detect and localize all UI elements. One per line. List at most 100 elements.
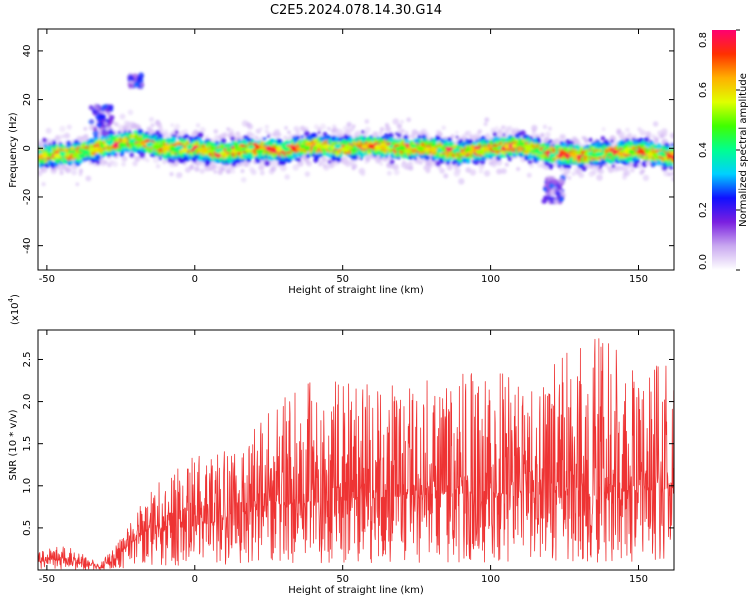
heatmap-haze-dot [629,167,635,173]
heatmap-band-dot [351,154,358,161]
heatmap-haze-dot [624,127,630,133]
heatmap-haze-dot [559,133,566,141]
heatmap-haze-dot [41,182,46,187]
heatmap-band-dot [519,130,526,137]
heatmap-band-dot [296,135,300,140]
heatmap-haze-dot [199,127,206,134]
heatmap-band-dot [475,161,480,165]
heatmap-band-dot [285,141,290,146]
heatmap-haze-dot [45,127,52,134]
figure-title: C2E5.2024.078.14.30.G14 [270,3,442,18]
heatmap-haze-dot [152,156,160,164]
heatmap-haze-dot [259,170,265,176]
heatmap-haze-dot [284,174,290,180]
heatmap-haze-dot [75,182,80,187]
heatmap-haze-dot [169,172,174,177]
heatmap-band-dot [311,132,318,139]
heatmap-band-dot [305,153,311,159]
heatmap-band-dot [78,159,84,164]
heatmap-band-dot [360,130,365,134]
heatmap-haze-dot [356,130,362,136]
heatmap-band-dot [339,153,343,157]
heatmap-haze-dot [145,158,150,163]
heatmap-haze-dot [526,172,532,178]
heatmap-haze-dot [531,128,537,134]
heatmap-haze-dot [619,131,626,138]
heatmap-band-dot [300,134,304,139]
heatmap-haze-dot [441,125,446,131]
heatmap-band-dot [52,140,57,145]
heatmap-band-dot [527,153,534,160]
heatmap-haze-dot [174,123,181,130]
heatmap-haze-dot [296,129,300,134]
heatmap-haze-dot [500,168,507,175]
heatmap-haze-dot [64,166,72,174]
heatmap-band-dot [183,133,189,139]
heatmap-haze-dot [84,133,88,138]
heatmap-band-dot [475,139,479,143]
heatmap-haze-dot [134,155,141,162]
heatmap-haze-dot [287,130,291,135]
heatmap-band-dot [115,134,120,138]
heatmap-band-dot [361,138,366,143]
heatmap-haze-dot [121,155,128,162]
heatmap-band-dot [250,139,255,144]
heatmap-haze-dot [313,124,319,130]
heatmap-haze-dot [213,170,218,174]
heatmap-band-dot [417,134,422,139]
heatmap-haze-dot [641,168,646,173]
heatmap-haze-dot [292,164,299,171]
heatmap-band-dot [171,137,177,142]
heatmap-haze-dot [270,165,277,172]
heatmap-band-dot [507,157,512,162]
heatmap-haze-dot [385,126,392,133]
heatmap-band-dot [492,131,498,137]
heatmap-haze-dot [671,171,674,176]
heatmap-haze-dot [439,167,445,174]
heatmap-haze-dot [112,161,119,168]
heatmap-haze-dot [396,123,403,129]
heatmap-haze-dot [306,160,313,167]
heatmap-band-dot [441,160,445,164]
heatmap-band-dot [193,159,197,163]
heatmap-haze-dot [400,119,404,124]
heatmap-haze-dot [155,119,160,124]
heatmap-haze-dot [78,168,84,173]
heatmap-haze-dot [170,123,175,127]
heatmap-haze-dot [477,129,483,134]
heatmap-haze-dot [607,166,614,174]
heatmap-haze-dot [59,125,66,133]
heatmap-band-dot [424,154,431,161]
heatmap-band-dot [403,134,409,140]
heatmap-band-dot [437,136,441,140]
heatmap-haze-dot [667,172,672,177]
heatmap-haze-dot [454,130,459,135]
heatmap-band-dot [55,162,59,167]
heatmap-haze-dot [469,169,477,176]
heatmap-haze-dot [497,128,504,135]
heatmap-haze-dot [284,126,288,130]
heatmap-band-dot [536,158,540,162]
heatmap-haze-dot [408,161,413,166]
heatmap-haze-dot [63,132,71,139]
heatmap-haze-dot [548,126,552,131]
heatmap-haze-dot [344,160,352,167]
heatmap-haze-dot [157,123,163,129]
heatmap-haze-dot [250,133,255,138]
heatmap-haze-dot [66,124,72,130]
heatmap-haze-dot [226,169,232,174]
heatmap-haze-dot [458,178,465,185]
heatmap-haze-dot [364,119,370,124]
heatmap-band-dot [158,157,162,161]
heatmap-haze-dot [392,118,400,125]
heatmap-haze-dot [516,167,521,172]
heatmap-haze-dot [211,163,218,170]
heatmap-haze-dot [346,121,352,128]
heatmap-haze-dot [327,126,331,131]
heatmap-haze-dot [632,134,637,139]
heatmap-band-dot [529,136,533,140]
heatmap-band-dot [455,135,459,139]
heatmap-band-dot [435,160,442,167]
heatmap-haze-dot [393,169,400,176]
